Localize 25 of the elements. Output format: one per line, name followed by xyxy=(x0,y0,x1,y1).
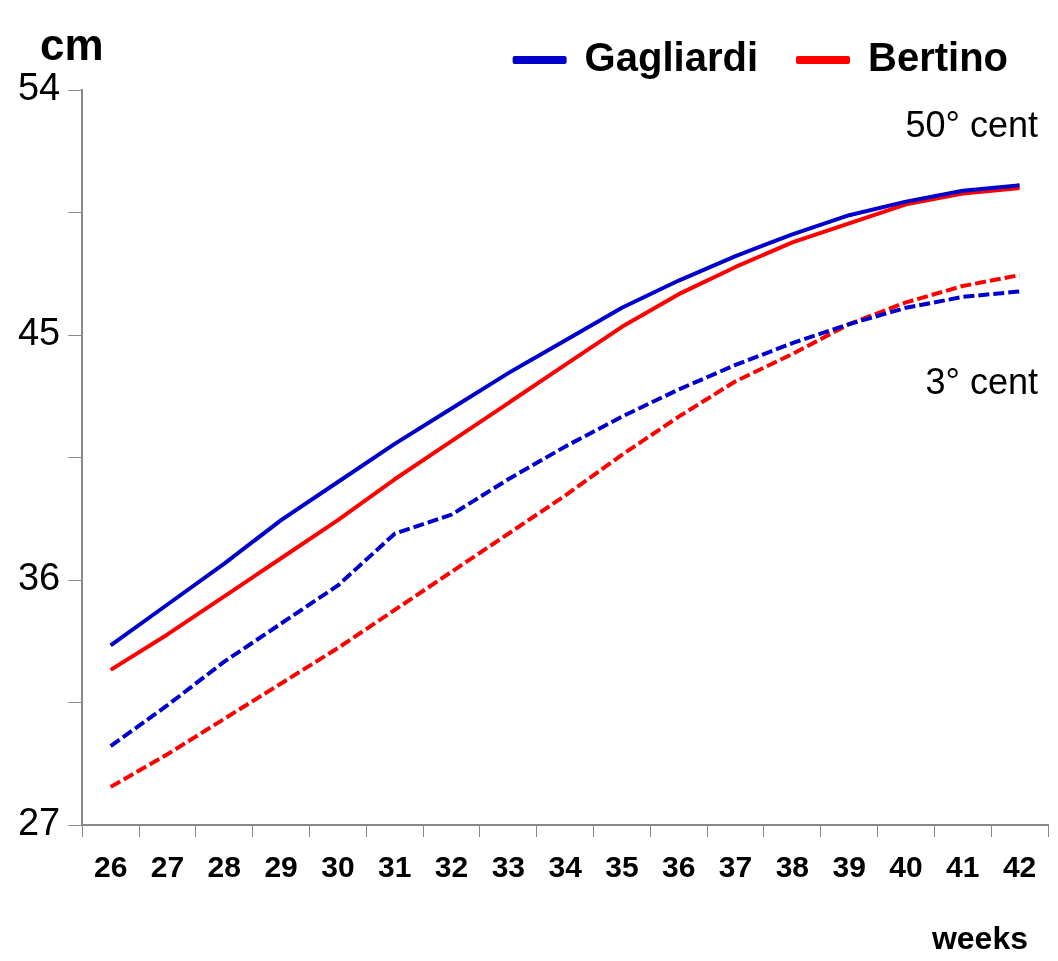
x-tick-label: 40 xyxy=(889,850,923,884)
annotation: 50° cent xyxy=(905,103,1038,145)
x-tick-label: 35 xyxy=(605,850,639,884)
x-axis-title: weeks xyxy=(930,919,1028,956)
x-tick-label: 39 xyxy=(832,850,866,884)
x-tick-label: 41 xyxy=(946,850,980,884)
legend-label: Gagliardi xyxy=(584,35,759,80)
y-tick-label: 27 xyxy=(17,801,61,844)
x-tick-label: 42 xyxy=(1002,850,1037,884)
legend-label: Bertino xyxy=(868,35,1008,80)
x-tick-label: 36 xyxy=(662,850,696,884)
x-tick-label: 27 xyxy=(150,850,185,884)
x-tick-label: 26 xyxy=(93,850,128,884)
x-tick-label: 30 xyxy=(321,850,355,884)
x-tick-label: 33 xyxy=(491,850,526,884)
x-tick-label: 32 xyxy=(434,850,469,884)
x-tick-label: 38 xyxy=(775,850,810,884)
x-tick-label: 29 xyxy=(264,850,298,884)
x-tick-label: 34 xyxy=(548,850,583,884)
y-tick-label: 45 xyxy=(17,311,61,354)
x-tick-label: 28 xyxy=(207,850,241,884)
annotation: 3° cent xyxy=(925,360,1038,402)
x-tick-label: 37 xyxy=(718,850,753,884)
y-tick-label: 36 xyxy=(17,556,61,599)
x-tick-label: 31 xyxy=(378,850,412,884)
